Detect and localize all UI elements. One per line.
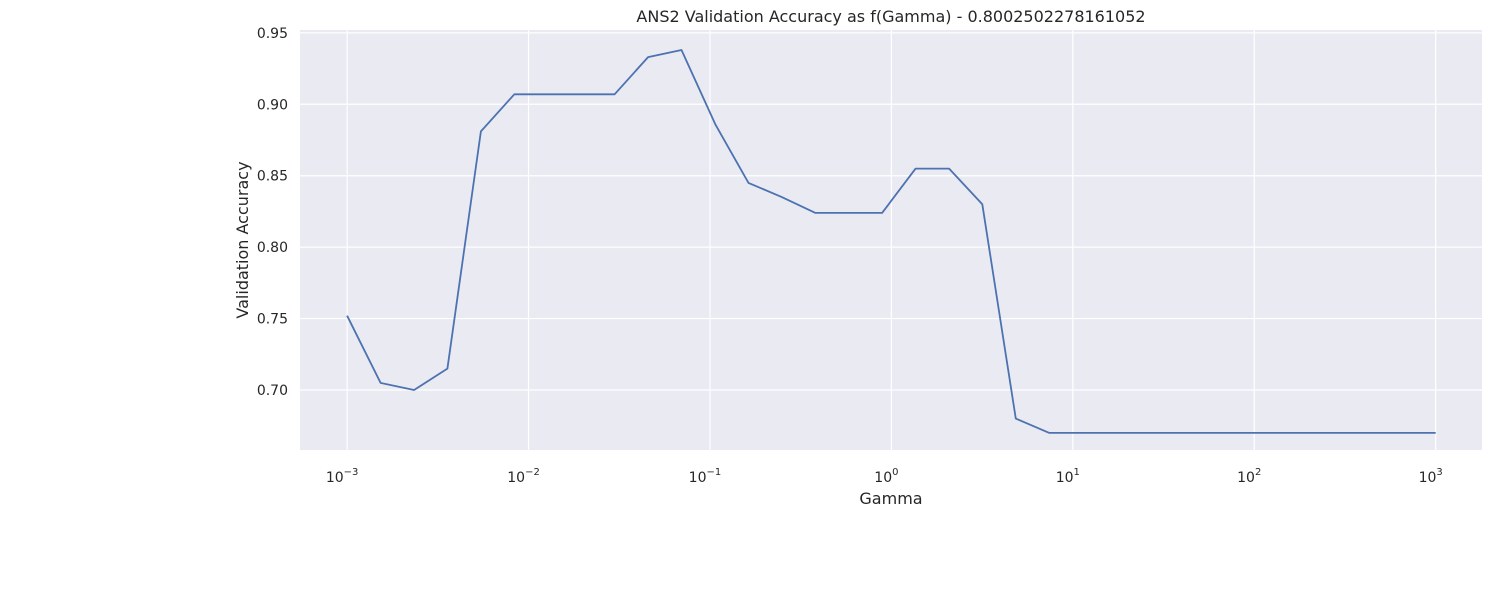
y-tick-label: 0.85	[257, 169, 288, 185]
y-tick-label: 0.75	[257, 312, 288, 328]
x-tick-label: 100	[874, 467, 898, 486]
y-tick-label: 0.80	[257, 240, 288, 256]
x-tick-base: 10	[1419, 470, 1437, 486]
x-tick-base: 10	[1237, 470, 1255, 486]
y-axis-title: Validation Accuracy	[233, 161, 252, 318]
x-tick-base: 10	[326, 470, 344, 486]
x-grid	[346, 30, 1437, 450]
x-tick-label: 10−3	[326, 467, 359, 486]
x-tick-exponent: 1	[1074, 467, 1080, 478]
x-axis-title: Gamma	[859, 489, 922, 508]
series-line	[346, 49, 1436, 434]
x-tick-exponent: −2	[525, 467, 540, 478]
x-tick-label: 10−1	[689, 467, 722, 486]
x-tick-label: 103	[1419, 467, 1443, 486]
x-tick-exponent: −3	[344, 467, 359, 478]
y-tick-label: 0.95	[257, 26, 288, 42]
y-tick-label: 0.70	[257, 383, 288, 399]
x-tick-exponent: 3	[1436, 467, 1442, 478]
chart-title: ANS2 Validation Accuracy as f(Gamma) - 0…	[636, 7, 1145, 26]
x-tick-label: 101	[1056, 467, 1080, 486]
x-tick-label: 10−2	[507, 467, 540, 486]
x-tick-base: 10	[507, 470, 525, 486]
x-tick-base: 10	[1056, 470, 1074, 486]
x-tick-base: 10	[689, 470, 707, 486]
x-tick-label: 102	[1237, 467, 1261, 486]
series-layer	[346, 49, 1436, 434]
x-tick-exponent: 0	[892, 467, 898, 478]
y-grid	[300, 32, 1482, 391]
y-tick-labels: 0.70 0.75 0.80 0.85 0.90 0.95	[257, 26, 288, 399]
y-tick-label: 0.90	[257, 97, 288, 113]
x-tick-exponent: −1	[707, 467, 722, 478]
x-tick-exponent: 2	[1255, 467, 1261, 478]
x-tick-base: 10	[874, 470, 892, 486]
x-tick-labels: 10−3 10−2 10−1 100 101 102 103	[326, 467, 1443, 486]
